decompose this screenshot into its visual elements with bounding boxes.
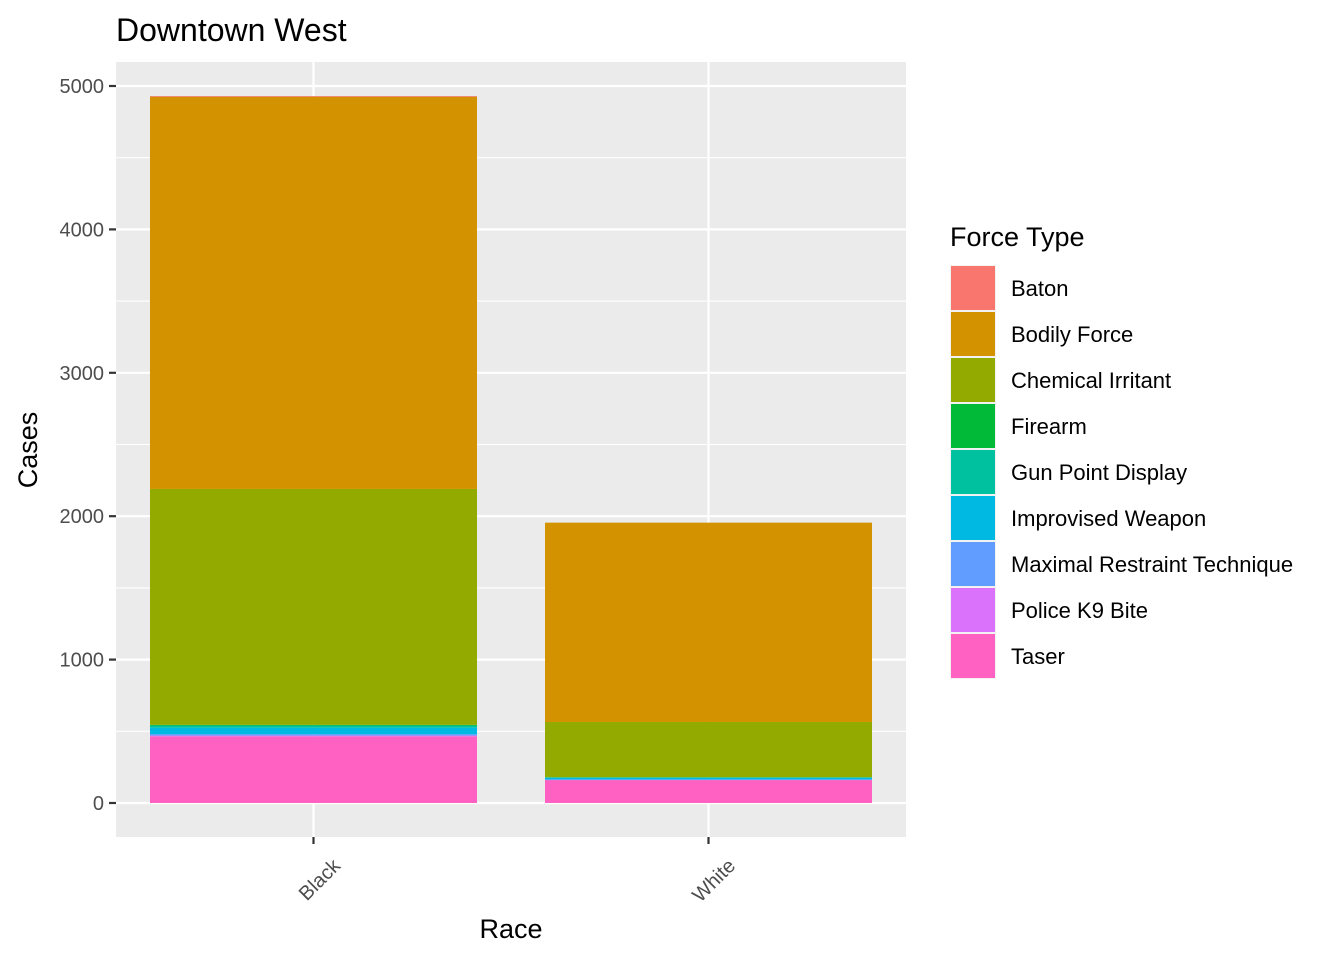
legend-key-swatch xyxy=(951,266,995,310)
bar-segment xyxy=(150,488,477,725)
legend-label: Maximal Restraint Technique xyxy=(1011,552,1293,577)
legend-key-swatch xyxy=(951,312,995,356)
chart-title: Downtown West xyxy=(116,12,347,48)
bar-segment xyxy=(545,522,872,722)
legend-key-swatch xyxy=(951,404,995,448)
x-tick-label: White xyxy=(688,855,740,907)
x-axis: Black White xyxy=(295,837,740,907)
bar-segment xyxy=(150,724,477,726)
legend-label: Bodily Force xyxy=(1011,322,1133,347)
bar-segment xyxy=(545,721,872,778)
legend-title: Force Type xyxy=(950,222,1085,252)
legend-label: Firearm xyxy=(1011,414,1087,439)
legend-key-swatch xyxy=(951,542,995,586)
bar-segment xyxy=(150,734,477,736)
x-tick-label: Black xyxy=(295,854,346,905)
legend-key-swatch xyxy=(951,450,995,494)
legend-label: Police K9 Bite xyxy=(1011,598,1148,623)
bar-segment xyxy=(150,96,477,97)
legend-label: Chemical Irritant xyxy=(1011,368,1171,393)
legend-label: Gun Point Display xyxy=(1011,460,1187,485)
y-axis: 0 1000 2000 3000 4000 5000 xyxy=(60,76,116,815)
bar-segment xyxy=(150,727,477,735)
legend-key-swatch xyxy=(951,358,995,402)
legend-key-swatch xyxy=(951,496,995,540)
x-axis-title: Race xyxy=(479,914,542,944)
legend-label: Taser xyxy=(1011,644,1065,669)
y-tick-label: 5000 xyxy=(60,76,105,98)
y-tick-label: 1000 xyxy=(60,650,105,672)
y-axis-title: Cases xyxy=(13,412,43,489)
legend-key-swatch xyxy=(951,588,995,632)
legend-label: Baton xyxy=(1011,276,1069,301)
legend-label: Improvised Weapon xyxy=(1011,506,1206,531)
bar-segment xyxy=(150,736,477,803)
bar-segment xyxy=(545,779,872,781)
legend-key-swatch xyxy=(951,634,995,678)
bar-segment xyxy=(545,780,872,803)
bar-segment xyxy=(545,777,872,780)
bar-segment xyxy=(150,96,477,489)
legend: Force Type Baton Bodily Force Chemical Irr… xyxy=(950,222,1293,679)
bar-segment xyxy=(545,777,872,778)
y-tick-label: 4000 xyxy=(60,219,105,241)
y-tick-label: 3000 xyxy=(60,363,105,385)
bar-segment xyxy=(150,735,477,737)
y-tick-label: 2000 xyxy=(60,506,105,528)
y-tick-label: 0 xyxy=(93,793,104,815)
legend-items: Baton Bodily Force Chemical Irritant Firear… xyxy=(950,265,1293,679)
bars xyxy=(150,96,872,803)
bar-segment xyxy=(150,725,477,728)
